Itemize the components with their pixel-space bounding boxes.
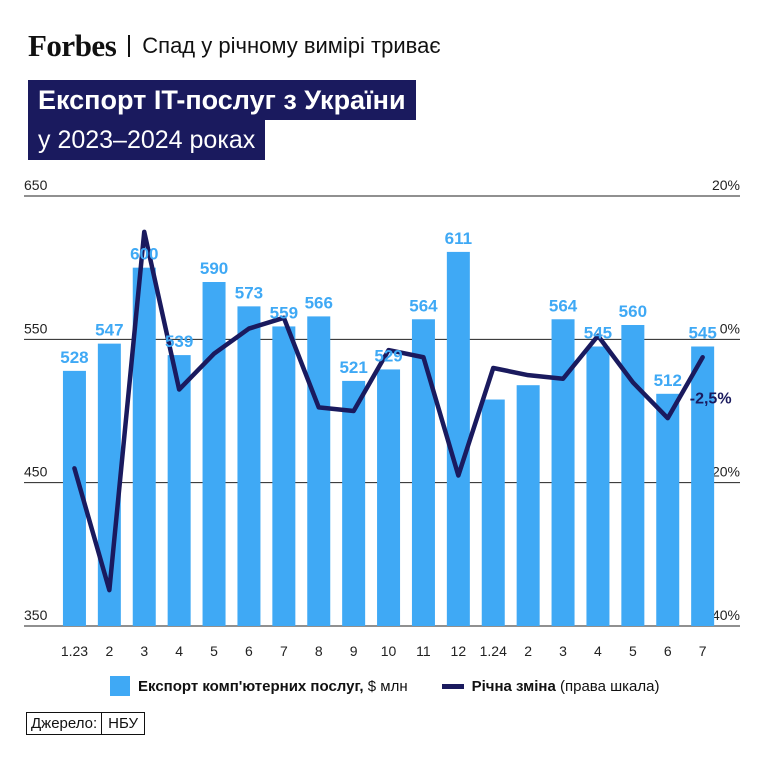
legend-bar-swatch [110,676,130,696]
left-tick-label: 650 [24,177,48,193]
bar-value-label: 529 [374,346,402,365]
bar [272,326,296,626]
x-tick-label: 6 [245,643,253,659]
left-tick-label: 550 [24,320,48,336]
bar [97,343,121,626]
bar [62,370,86,626]
left-tick-label: 450 [24,464,48,480]
bar-value-label: 547 [95,321,123,340]
x-tick-label: 2 [524,643,532,659]
bar [481,399,505,626]
bar-value-label: 573 [235,283,263,302]
x-tick-label: 4 [175,643,183,659]
bar [237,306,261,626]
legend-line-label: Річна зміна [471,677,556,695]
bar [446,251,470,626]
legend-item-bars: Експорт комп'ютерних послуг, $ млн [110,676,408,696]
bar [132,267,156,626]
bar-value-label: 545 [688,324,716,343]
bar-value-label: 564 [409,296,438,315]
bar [202,282,226,626]
bar [167,355,191,626]
x-tick-label: 3 [559,643,567,659]
line-annotation: -2,5% [690,390,732,407]
header: Forbes Спад у річному вимірі триває [28,28,441,64]
x-tick-label: 11 [416,643,431,659]
x-tick-label: 8 [315,643,323,659]
x-tick-label: 3 [140,643,148,659]
right-tick-label: -20% [707,464,740,480]
x-tick-label: 1.24 [480,643,507,659]
x-tick-label: 5 [629,643,637,659]
bar-value-label: 566 [305,293,333,312]
bar [516,385,540,626]
x-tick-label: 4 [594,643,602,659]
x-tick-label: 7 [280,643,288,659]
x-tick-label: 12 [451,643,467,659]
chart-title: Експорт IT-послуг з України [28,80,416,120]
bar-value-label: 545 [584,324,612,343]
title-box: Експорт IT-послуг з України у 2023–2024 … [28,80,416,160]
bar-value-label: 521 [339,358,367,377]
legend-line-note: (права шкала) [555,677,660,695]
x-tick-label: 9 [350,643,358,659]
source-label: Джерело: [26,712,103,735]
bar-value-label: 564 [549,296,578,315]
bar-value-label: 539 [165,332,193,351]
legend-line-swatch [441,683,464,689]
forbes-logo: Forbes [28,28,117,63]
bar [656,393,680,626]
x-tick-label: 6 [664,643,672,659]
bar [342,380,366,626]
bar [691,346,715,626]
bar [307,316,331,626]
bar-value-label: 611 [445,229,472,248]
x-tick-label: 2 [105,643,113,659]
yoy-line [72,229,705,593]
legend-item-line: Річна зміна (права шкала) [441,677,660,695]
bar-value-label: 560 [619,302,647,321]
bar [586,346,610,626]
right-tick-label: 20% [712,177,740,193]
x-tick-label: 1.23 [61,643,88,659]
bar [411,319,435,626]
header-separator [128,35,131,57]
legend-bar-label: Експорт комп'ютерних послуг, [138,677,364,695]
x-tick-label: 7 [699,643,707,659]
source-value: НБУ [102,712,146,735]
left-tick-label: 350 [24,607,48,623]
bar-value-label: 590 [200,259,228,278]
x-tick-label: 5 [210,643,218,659]
source: Джерело: НБУ [26,712,146,735]
bar-value-label: 512 [654,371,682,390]
header-subtitle: Спад у річному вимірі триває [142,33,441,58]
bar [377,369,401,626]
legend: Експорт комп'ютерних послуг, $ млн Річна… [110,676,693,696]
bar [551,319,575,626]
right-tick-label: -40% [707,607,740,623]
bar [621,325,645,626]
bar-value-label: 528 [60,348,88,367]
chart: 350 -40%450 -20%550 0%650 20%528547600539590… [24,177,740,659]
bar-value-label: 559 [270,303,298,322]
bar-value-label: 600 [130,245,158,264]
chart-subtitle: у 2023–2024 роках [28,120,266,160]
right-tick-label: 0% [720,320,740,336]
legend-bar-unit: $ млн [363,677,408,695]
x-tick-label: 10 [381,643,397,659]
